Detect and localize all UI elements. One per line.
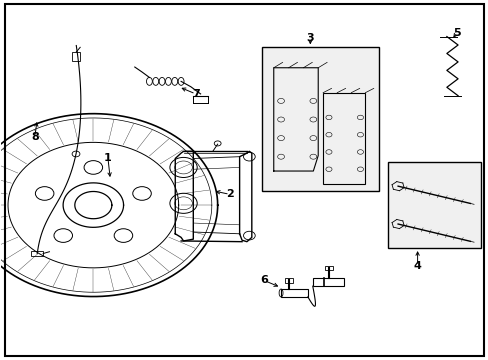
Bar	[281, 289, 307, 297]
Text: 1: 1	[104, 153, 112, 163]
Bar	[285, 278, 292, 283]
Bar	[323, 93, 365, 184]
Bar	[387, 162, 480, 248]
Text: 2: 2	[225, 189, 233, 199]
Bar	[31, 251, 43, 256]
Text: 8: 8	[31, 132, 39, 142]
Text: 3: 3	[306, 33, 313, 43]
Text: 4: 4	[413, 261, 421, 271]
Text: 7: 7	[191, 89, 199, 99]
Bar	[72, 52, 80, 60]
Bar	[324, 266, 332, 270]
Bar	[261, 47, 378, 191]
Text: 5: 5	[452, 28, 460, 38]
Bar	[312, 278, 344, 286]
Text: 6: 6	[260, 275, 267, 285]
